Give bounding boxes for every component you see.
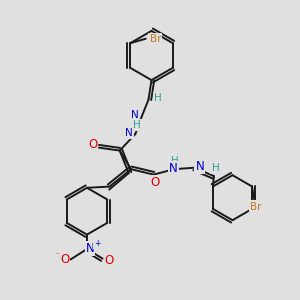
Text: H: H bbox=[154, 93, 162, 103]
Text: N: N bbox=[195, 160, 204, 173]
Text: ⁻: ⁻ bbox=[56, 250, 60, 260]
Text: O: O bbox=[105, 254, 114, 267]
Text: O: O bbox=[60, 253, 69, 266]
Text: H: H bbox=[212, 163, 219, 173]
Text: H: H bbox=[133, 120, 141, 130]
Text: N: N bbox=[169, 162, 178, 176]
Text: Br: Br bbox=[150, 34, 161, 44]
Text: O: O bbox=[151, 176, 160, 190]
Text: H: H bbox=[171, 156, 178, 166]
Text: N: N bbox=[85, 242, 94, 255]
Text: N: N bbox=[125, 128, 133, 138]
Text: +: + bbox=[94, 239, 101, 248]
Text: N: N bbox=[131, 110, 139, 120]
Text: O: O bbox=[88, 138, 97, 151]
Text: Br: Br bbox=[250, 202, 262, 212]
